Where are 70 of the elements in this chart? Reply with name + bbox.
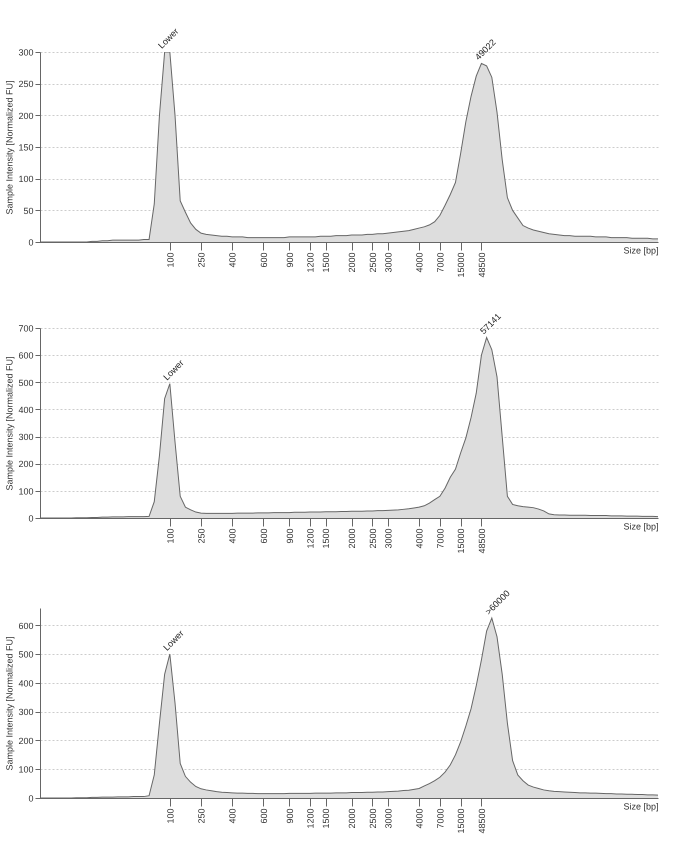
x-tick-label: 900 [284,808,295,824]
x-tick-label: 100 [165,808,176,824]
x-tick-label: 250 [196,808,206,824]
x-tick-label: 2000 [347,252,358,273]
x-tick-label: 48500 [476,252,487,278]
y-axis-title: Sample Intensity [Normalized FU] [4,636,14,771]
x-axis-title: Size [bp] [623,802,658,812]
x-tick-label: 400 [228,808,238,824]
y-tick-label: 200 [18,110,34,121]
x-tick-label: 600 [258,252,269,268]
x-tick-label: 1200 [306,528,316,549]
x-tick-label: 7000 [435,808,446,829]
x-tick-label: 1500 [321,528,332,549]
y-tick-label: 0 [28,794,34,804]
y-axis-title: Sample Intensity [Normalized FU] [4,356,14,491]
x-tick-label: 15000 [456,252,466,278]
y-tick-label: 0 [28,514,34,524]
y-axis-title: Sample Intensity [Normalized FU] [4,80,14,215]
x-tick-label: 2500 [368,808,378,829]
y-tick-label: 400 [18,678,34,688]
x-tick-label: 2000 [347,528,358,549]
x-tick-label: 3000 [383,252,394,273]
x-tick-label: 400 [228,252,238,268]
y-tick-label: 300 [18,432,34,442]
x-tick-label: 48500 [476,528,487,554]
y-tick-label: 500 [18,650,34,660]
y-tick-label: 500 [18,378,34,388]
y-tick-label: 200 [18,736,34,746]
y-tick-label: 300 [18,707,34,718]
x-tick-label: 2500 [368,528,378,549]
y-tick-label: 300 [18,48,34,58]
y-tick-label: 600 [18,350,34,361]
x-tick-label: 900 [284,252,295,268]
x-tick-label: 600 [258,808,269,824]
x-tick-label: 100 [165,252,176,268]
x-tick-label: 1200 [306,252,316,273]
y-tick-label: 100 [18,174,34,184]
y-tick-label: 400 [18,404,34,415]
y-tick-label: 150 [18,142,34,152]
y-tick-label: 700 [18,324,34,334]
y-tick-label: 0 [28,238,34,248]
x-tick-label: 1500 [321,252,332,273]
x-tick-label: 7000 [435,528,446,549]
y-tick-label: 250 [18,79,34,90]
x-tick-label: 1500 [321,808,332,829]
x-tick-label: 600 [258,528,269,544]
x-tick-label: 4000 [414,252,425,273]
x-tick-label: 400 [228,528,238,544]
y-tick-label: 50 [23,206,34,216]
x-tick-label: 48500 [476,808,487,834]
x-tick-label: 7000 [435,252,446,273]
x-tick-label: 4000 [414,528,425,549]
y-tick-label: 100 [18,486,34,496]
y-tick-label: 600 [18,620,34,631]
x-tick-label: 900 [284,528,295,544]
x-tick-label: 250 [196,252,206,268]
x-tick-label: 3000 [383,808,394,829]
x-tick-label: 15000 [456,528,466,554]
x-tick-label: 1200 [306,808,316,829]
x-tick-label: 15000 [456,808,466,834]
y-tick-label: 100 [18,764,34,775]
x-axis-title: Size [bp] [623,246,658,256]
x-tick-label: 3000 [383,528,394,549]
x-tick-label: 100 [165,528,176,544]
y-tick-label: 200 [18,459,34,470]
x-tick-label: 4000 [414,808,425,829]
x-tick-label: 250 [196,528,206,544]
x-tick-label: 2500 [368,252,378,273]
x-tick-label: 2000 [347,808,358,829]
x-axis-title: Size [bp] [623,522,658,532]
